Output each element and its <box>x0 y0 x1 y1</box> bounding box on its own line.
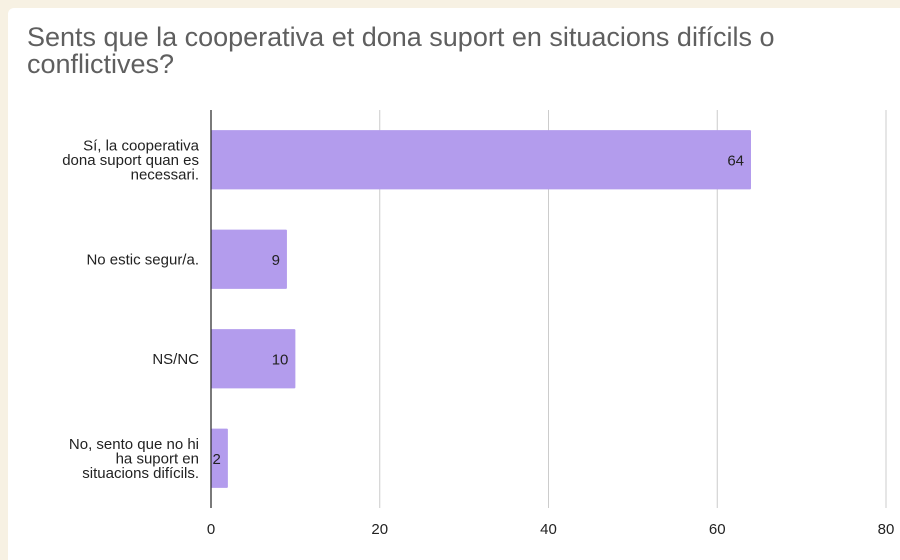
category-label-line: No, sento que no hi <box>69 436 199 453</box>
bars <box>211 130 751 488</box>
x-axis-tick-labels: 0 20 40 60 80 <box>207 521 895 538</box>
category-label-line: ha suport en <box>116 450 199 467</box>
x-tick-label-20: 20 <box>371 521 388 538</box>
category-label-line: Sí, la cooperativa <box>83 137 200 154</box>
category-label-line: necessari. <box>131 166 199 183</box>
x-tick-label-0: 0 <box>207 521 215 538</box>
category-label-line: No estic segur/a. <box>86 251 199 268</box>
x-tick-label-40: 40 <box>540 521 557 538</box>
category-label-line: dona suport quan es <box>62 152 199 169</box>
bar-2 <box>211 329 296 389</box>
category-label-0: Sí, la cooperativa dona suport quan es nec… <box>62 137 199 183</box>
value-labels: 64 9 10 2 <box>213 152 744 468</box>
value-label-2: 10 <box>272 351 289 368</box>
category-labels: Sí, la cooperativa dona suport quan es nec… <box>62 137 199 482</box>
value-label-0: 64 <box>727 152 744 169</box>
bar-0 <box>211 130 751 190</box>
value-label-1: 9 <box>272 252 280 269</box>
bar-1 <box>211 229 287 289</box>
bar-3 <box>211 428 228 488</box>
chart-title: Sents que la cooperativa et dona suport … <box>27 22 775 79</box>
x-tick-label-60: 60 <box>709 521 726 538</box>
category-label-1: No estic segur/a. <box>86 251 199 268</box>
x-tick-label-80: 80 <box>878 521 895 538</box>
category-label-line: NS/NC <box>152 351 199 368</box>
category-label-3: No, sento que no hi ha suport en situacion… <box>69 436 199 482</box>
category-label-2: NS/NC <box>152 351 199 368</box>
value-label-3: 2 <box>213 451 221 468</box>
chart-card <box>8 8 900 560</box>
category-label-line: situacions difícils. <box>82 465 199 482</box>
